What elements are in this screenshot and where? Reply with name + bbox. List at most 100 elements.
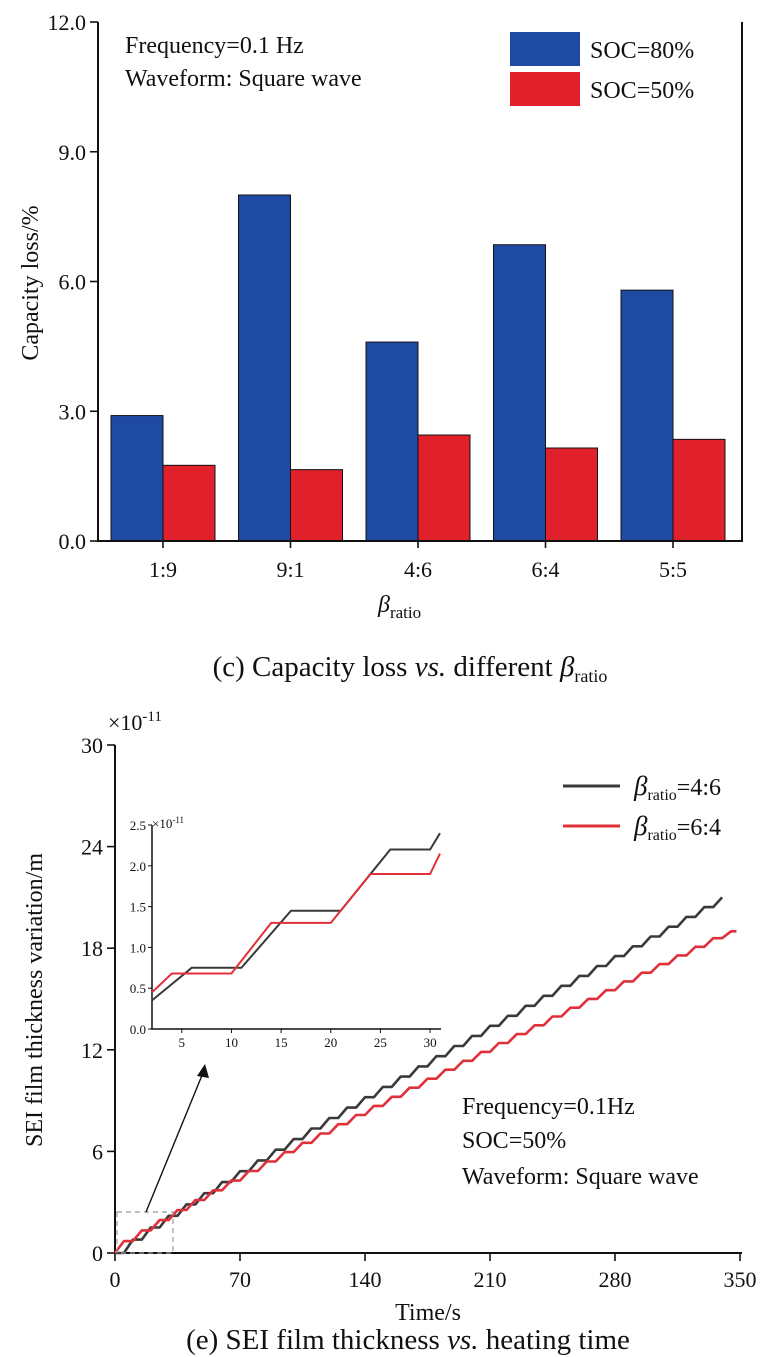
inset-multiplier-exp: -11 [172, 815, 184, 825]
y-multiplier-exp: -11 [142, 709, 161, 725]
legend-64-sub: ratio [647, 827, 676, 844]
x-tick-label: 9:1 [276, 557, 304, 582]
legend-64-suffix: =6:4 [677, 815, 721, 841]
legend: SOC=80% SOC=50% [510, 32, 694, 106]
inset-x-tick-label: 5 [179, 1035, 186, 1050]
inset-lines [151, 832, 441, 1002]
annotation-waveform: Waveform: Square wave [462, 1164, 699, 1190]
annotation-frequency: Frequency=0.1 Hz [125, 33, 304, 59]
inset-y-ticks: 0.0 0.5 1.0 1.5 2.0 2.5 [130, 818, 152, 1037]
bar-soc50-1-9 [162, 464, 216, 542]
caption-c: (c) Capacity loss vs. different βratio [213, 651, 608, 686]
x-tick-label: 350 [724, 1267, 757, 1292]
inset-y-tick-label: 0.0 [130, 1022, 146, 1037]
capacity-loss-chart: 0.0 3.0 6.0 9.0 12.0 1:9 9:1 4:6 6:4 5:5 Capacit… [18, 10, 743, 686]
legend-64-beta: β [633, 811, 648, 841]
y-tick-label: 9.0 [59, 140, 87, 165]
y-tick-label: 0 [92, 1241, 103, 1266]
x-tick-label: 4:6 [404, 557, 432, 582]
y-tick-label: 0.0 [59, 529, 87, 554]
inset-y-tick-label: 1.0 [130, 940, 146, 955]
inset-y-multiplier: ×10-11 [152, 815, 184, 831]
legend-label-46: βratio=4:6 [633, 771, 721, 804]
y-axis-title: SEI film thickness variation/m [22, 853, 48, 1147]
caption-c-suffix: different [446, 651, 560, 683]
bar-soc50-5-5 [672, 438, 726, 542]
bar-soc80-5-5 [620, 289, 674, 542]
y-tick-label: 3.0 [59, 399, 87, 424]
legend-46-beta: β [633, 771, 648, 801]
bar-soc50-4-6 [417, 434, 471, 542]
inset-x-tick-label: 15 [275, 1035, 288, 1050]
annotation-waveform: Waveform: Square wave [125, 66, 362, 92]
y-tick-label: 18 [81, 936, 103, 961]
x-axis-title-beta: β [377, 592, 390, 618]
y-multiplier-base: ×10 [108, 710, 142, 735]
y-tick-label: 6 [92, 1139, 103, 1164]
x-axis-title-sub: ratio [390, 603, 421, 622]
inset-x-tick-label: 25 [374, 1035, 387, 1050]
y-tick-label: 24 [81, 835, 103, 860]
caption-c-sub: ratio [574, 666, 607, 686]
inset-background [130, 822, 442, 1030]
inset-x-ticks: 5 10 15 20 25 30 [179, 1029, 437, 1050]
legend-label-soc80: SOC=80% [590, 38, 694, 64]
bar-soc80-9-1 [238, 194, 291, 542]
x-tick-label: 5:5 [659, 557, 687, 582]
zoom-region-box [116, 1211, 174, 1254]
annotation-frequency: Frequency=0.1Hz [462, 1094, 635, 1120]
caption-c-beta: β [559, 651, 575, 683]
bar-soc50-9-1 [290, 469, 343, 542]
y-tick-label: 6.0 [59, 270, 87, 295]
bar-soc80-6-4 [493, 244, 546, 542]
bars-group [110, 194, 726, 542]
x-axis-title: Time/s [395, 1300, 461, 1326]
x-tick-label: 6:4 [531, 557, 559, 582]
caption-e-vs: vs. [447, 1324, 478, 1356]
series-lines [113, 896, 737, 1255]
legend-swatch-soc80 [510, 32, 580, 66]
inset-line-6-4 [151, 853, 441, 994]
x-tick-label: 70 [229, 1267, 251, 1292]
caption-c-prefix: (c) Capacity loss [213, 651, 415, 683]
inset-y-tick-label: 0.5 [130, 981, 146, 996]
inset-multiplier-base: ×10 [152, 816, 172, 831]
legend-label-soc50: SOC=50% [590, 78, 694, 104]
legend-swatch-soc50 [510, 72, 580, 106]
legend-46-suffix: =4:6 [677, 775, 721, 801]
x-tick-label: 140 [349, 1267, 382, 1292]
annotation-soc: SOC=50% [462, 1128, 566, 1154]
legend-46-sub: ratio [647, 787, 676, 804]
caption-e-prefix: (e) SEI film thickness [186, 1324, 447, 1356]
x-tick-label: 280 [599, 1267, 632, 1292]
x-ticks: 1:9 9:1 4:6 6:4 5:5 [149, 541, 687, 582]
inset-y-tick-label: 1.5 [130, 900, 146, 915]
bar-soc80-1-9 [110, 415, 164, 542]
caption-c-vs: vs. [415, 651, 446, 683]
inset-y-tick-label: 2.5 [130, 818, 146, 833]
x-ticks: 0 70 140 210 280 350 [110, 1253, 757, 1292]
caption-e-suffix: heating time [478, 1324, 629, 1356]
inset-chart: 0.0 0.5 1.0 1.5 2.0 2.5 5 10 15 20 25 30 ×10-11 [130, 815, 442, 1050]
caption-e: (e) SEI film thickness vs. heating time [186, 1324, 630, 1356]
x-tick-label: 1:9 [149, 557, 177, 582]
inset-line-4-6 [151, 832, 441, 1002]
inset-x-tick-label: 10 [225, 1035, 238, 1050]
y-multiplier: ×10-11 [108, 709, 162, 735]
zoom-arrowhead [197, 1064, 209, 1078]
inset-x-tick-label: 20 [324, 1035, 337, 1050]
y-ticks: 0.0 3.0 6.0 9.0 12.0 [48, 10, 98, 554]
x-axis-title: βratio [377, 592, 421, 622]
y-axis-title: Capacity loss/% [18, 205, 44, 360]
y-ticks: 0 6 12 18 24 30 [81, 733, 115, 1266]
y-tick-label: 12 [81, 1038, 103, 1063]
inset-y-tick-label: 2.0 [130, 859, 146, 874]
zoom-arrow [145, 1067, 206, 1213]
legend: βratio=4:6 βratio=6:4 [563, 771, 721, 844]
y-tick-label: 12.0 [48, 10, 87, 35]
legend-label-64: βratio=6:4 [633, 811, 721, 844]
bar-soc80-4-6 [365, 341, 419, 542]
x-tick-label: 0 [110, 1267, 121, 1292]
